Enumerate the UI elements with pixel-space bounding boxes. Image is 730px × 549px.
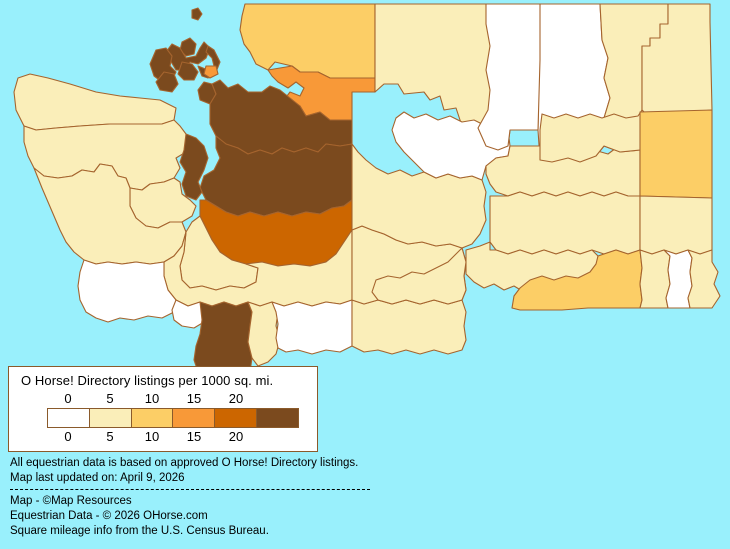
county-san-juan-island-b <box>165 41 211 71</box>
county-benton <box>371 247 467 305</box>
footer-divider <box>10 489 370 490</box>
legend-swatch-2 <box>130 409 173 427</box>
legend-swatch-3 <box>172 409 215 427</box>
legend-tick-spacer <box>257 391 278 407</box>
legend-tick-bottom-2: 10 <box>144 429 160 444</box>
county-spokane <box>639 109 713 199</box>
legend-tick-bottom-1: 5 <box>106 429 114 444</box>
county-pend-oreille <box>641 3 713 117</box>
legend-tick-spacer-bottom <box>257 429 278 445</box>
county-adams <box>489 191 641 255</box>
legend-swatch-4 <box>214 409 257 427</box>
footer-equestrian-credit: Equestrian Data - © 2026 OHorse.com <box>10 510 208 522</box>
footer-data-source: All equestrian data is based on approved… <box>10 457 359 469</box>
legend-tick-bottom-0: 0 <box>64 429 72 444</box>
county-kittitas <box>351 143 487 249</box>
county-san-juan-island-d <box>177 61 199 81</box>
legend-swatch-1 <box>88 409 131 427</box>
legend-color-bar <box>47 408 299 428</box>
legend-tick-bottom-3: 15 <box>186 429 202 444</box>
legend-tick-top-3: 15 <box>186 391 202 406</box>
county-klickitat <box>351 299 467 355</box>
legend-tick-top-2: 10 <box>144 391 160 406</box>
legend-swatch-0 <box>48 409 89 427</box>
county-pacific <box>77 259 177 323</box>
county-columbia <box>639 249 671 309</box>
legend-swatch-5 <box>256 409 298 427</box>
county-lincoln <box>539 109 649 163</box>
legend-tick-top-1: 5 <box>106 391 114 406</box>
county-douglas <box>477 3 541 151</box>
county-san-juan-island-e <box>155 71 179 93</box>
legend-ticks-bottom: 0 5 10 15 20 <box>47 429 299 445</box>
footer-census-credit: Square mileage info from the U.S. Census… <box>10 525 269 537</box>
legend-tick-top-0: 0 <box>64 391 72 406</box>
legend-tick-top-4: 20 <box>228 391 244 406</box>
county-kitsap <box>179 133 209 201</box>
footer-map-credit: Map - ©Map Resources <box>10 495 132 507</box>
map-footer: All equestrian data is based on approved… <box>10 456 430 539</box>
county-skamania <box>271 299 353 355</box>
legend-tick-bottom-4: 20 <box>228 429 244 444</box>
legend-title: O Horse! Directory listings per 1000 sq.… <box>21 373 274 388</box>
legend-ticks-top: 0 5 10 15 20 <box>47 391 299 407</box>
county-skagit-island <box>203 65 219 79</box>
footer-last-updated: Map last updated on: April 9, 2026 <box>10 472 185 484</box>
county-san-juan-island-f <box>191 7 203 21</box>
county-whitman <box>639 195 713 255</box>
county-wahkiakum <box>171 299 207 329</box>
county-asotin <box>687 249 721 309</box>
county-grays-harbor <box>33 163 187 265</box>
map-legend: O Horse! Directory listings per 1000 sq.… <box>8 366 318 452</box>
